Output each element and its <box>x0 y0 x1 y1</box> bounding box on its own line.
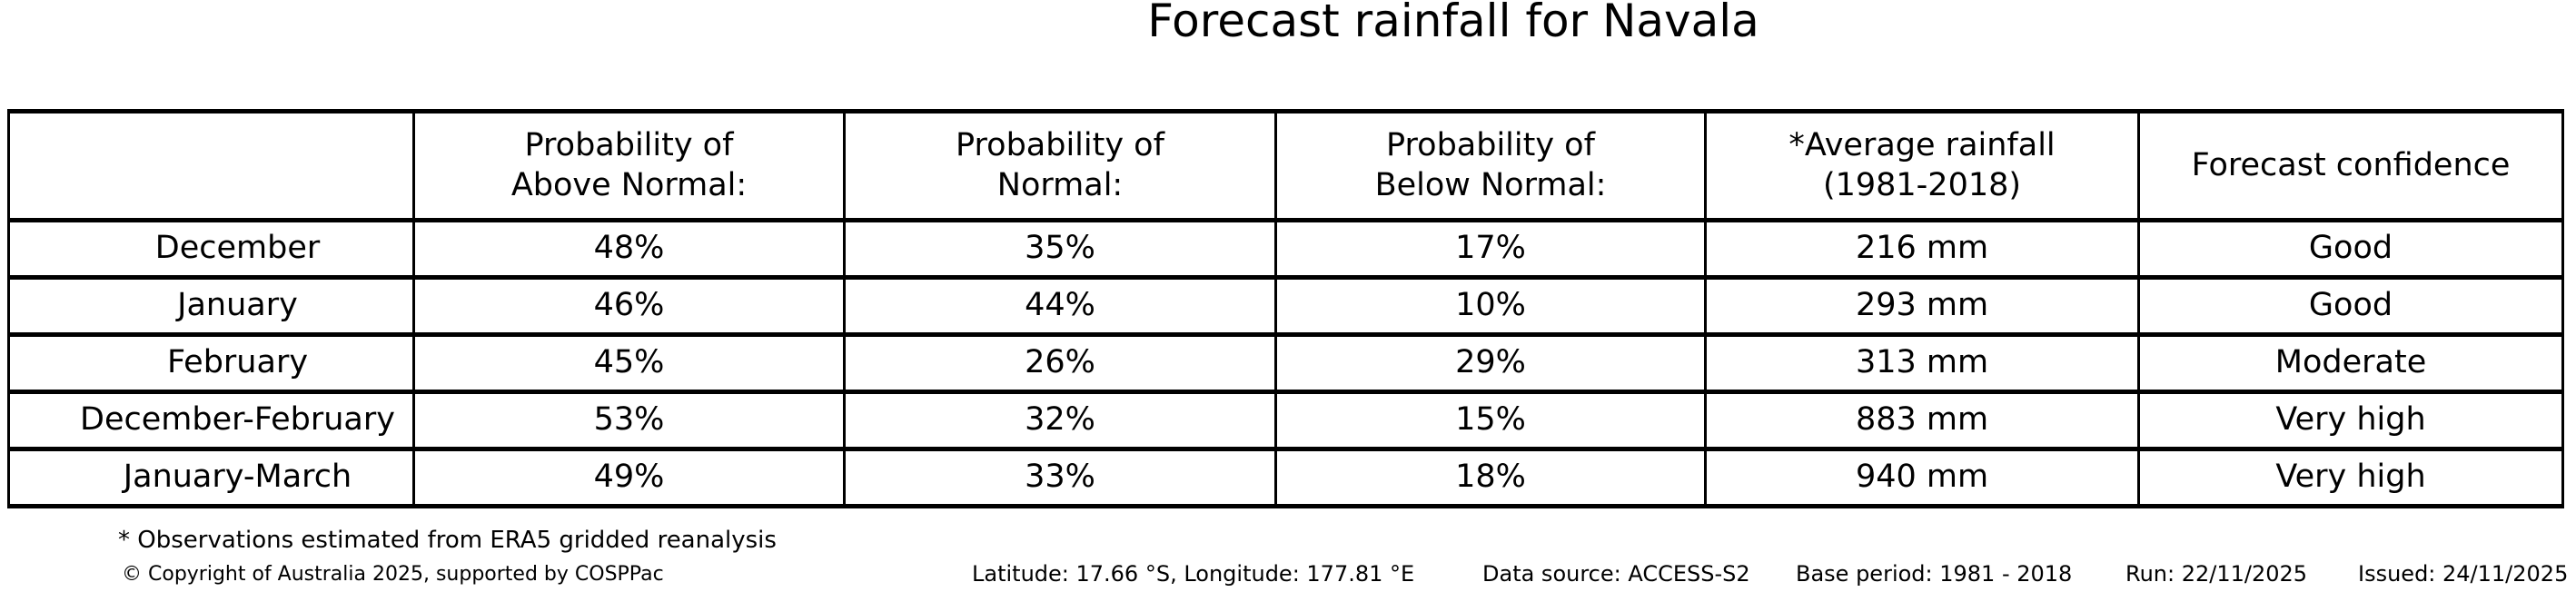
table-row-december: December 48% 35% 17% 216 mm Good <box>7 218 2564 280</box>
table-cell: 313 mm <box>1704 332 2140 394</box>
row-label: December-February <box>7 390 415 451</box>
table-cell: Very high <box>2137 390 2564 451</box>
footer-location: Latitude: 17.66 °S, Longitude: 177.81 °E <box>972 561 1415 587</box>
table-cell: 44% <box>843 275 1277 337</box>
table-cell: 32% <box>843 390 1277 451</box>
col-header-below-normal: Probability of Below Normal: <box>1274 109 1707 222</box>
footer-base-period: Base period: 1981 - 2018 <box>1796 561 2073 587</box>
table-cell: 33% <box>843 447 1277 508</box>
table-cell: 15% <box>1274 390 1707 451</box>
row-label: January <box>7 275 415 337</box>
figure-title: Forecast rainfall for Navala <box>1147 0 1759 47</box>
row-label: December <box>7 218 415 280</box>
table-cell: 18% <box>1274 447 1707 508</box>
table-row-february: February 45% 26% 29% 313 mm Moderate <box>7 332 2564 394</box>
row-label: January-March <box>7 447 415 508</box>
table-cell: 45% <box>412 332 846 394</box>
table-cell: 17% <box>1274 218 1707 280</box>
table-row-january-march: January-March 49% 33% 18% 940 mm Very hi… <box>7 447 2564 508</box>
col-header-average-rainfall: *Average rainfall (1981-2018) <box>1704 109 2140 222</box>
footer-run-date: Run: 22/11/2025 <box>2125 561 2308 587</box>
table-cell: 293 mm <box>1704 275 2140 337</box>
table-cell: 10% <box>1274 275 1707 337</box>
header-row: Probability of Above Normal: Probability… <box>7 109 2564 222</box>
table-cell: 216 mm <box>1704 218 2140 280</box>
table-cell: 35% <box>843 218 1277 280</box>
table-cell: 53% <box>412 390 846 451</box>
copyright-text: © Copyright of Australia 2025, supported… <box>122 563 664 586</box>
table-cell: Good <box>2137 275 2564 337</box>
table-cell: 940 mm <box>1704 447 2140 508</box>
row-label: February <box>7 332 415 394</box>
table-cell: 29% <box>1274 332 1707 394</box>
col-header-forecast-confidence: Forecast confidence <box>2137 109 2564 222</box>
col-header-normal: Probability of Normal: <box>843 109 1277 222</box>
footnote: * Observations estimated from ERA5 gridd… <box>118 527 777 554</box>
table-row-january: January 46% 44% 10% 293 mm Good <box>7 275 2564 337</box>
table-cell: 26% <box>843 332 1277 394</box>
table-corner-blank <box>7 109 415 222</box>
footer-issued-date: Issued: 24/11/2025 <box>2358 561 2569 587</box>
table-cell: Good <box>2137 218 2564 280</box>
col-header-above-normal: Probability of Above Normal: <box>412 109 846 222</box>
table-row-december-february: December-February 53% 32% 15% 883 mm Ver… <box>7 390 2564 451</box>
table-cell: Very high <box>2137 447 2564 508</box>
table-cell: Moderate <box>2137 332 2564 394</box>
table-cell: 49% <box>412 447 846 508</box>
footer-data-source: Data source: ACCESS-S2 <box>1482 561 1750 587</box>
table-cell: 46% <box>412 275 846 337</box>
table-cell: 883 mm <box>1704 390 2140 451</box>
table-cell: 48% <box>412 218 846 280</box>
forecast-table: Probability of Above Normal: Probability… <box>7 109 2564 508</box>
